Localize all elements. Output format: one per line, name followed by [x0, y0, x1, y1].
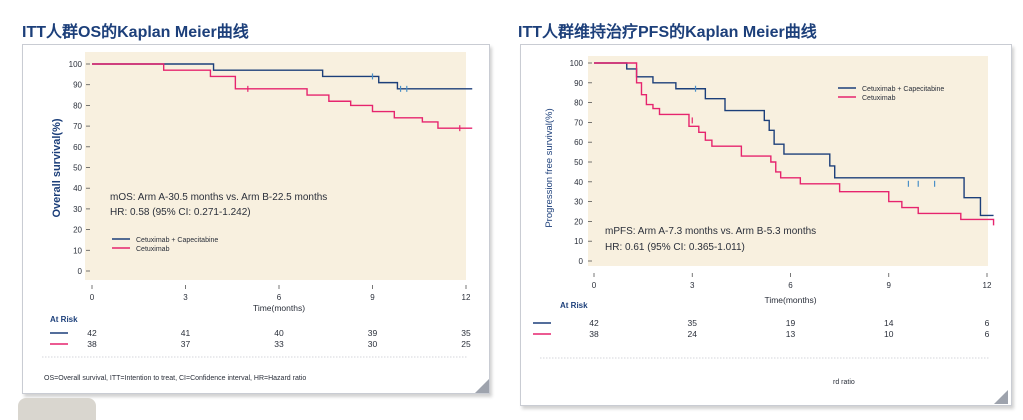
at-risk-value: 35 — [688, 318, 698, 328]
x-tick-label: 0 — [90, 293, 95, 302]
at-risk-value: 35 — [461, 328, 471, 338]
x-tick-label: 6 — [788, 281, 793, 290]
right-chart-heading: ITT人群维持治疗PFS的Kaplan Meier曲线 — [518, 24, 817, 41]
y-tick-label: 90 — [73, 81, 82, 90]
legend-label: Cetuximab + Capecitabine — [862, 86, 944, 93]
stat-annotation: mPFS: Arm A-7.3 months vs. Arm B-5.3 mon… — [605, 226, 816, 237]
y-tick-label: 0 — [78, 267, 83, 276]
stat-annotation: mOS: Arm A-30.5 months vs. Arm B-22.5 mo… — [110, 192, 327, 203]
x-tick-label: 3 — [183, 293, 188, 302]
footnote: rd ratio — [833, 379, 855, 386]
at-risk-value: 42 — [87, 328, 97, 338]
stat-annotation: HR: 0.61 (95% CI: 0.365-1.011) — [605, 242, 745, 253]
x-tick-label: 9 — [370, 293, 375, 302]
at-risk-value: 38 — [87, 339, 97, 349]
y-tick-label: 80 — [574, 99, 583, 108]
x-tick-label: 3 — [690, 281, 695, 290]
y-tick-label: 50 — [73, 164, 82, 173]
y-tick-label: 0 — [579, 257, 584, 266]
km-curve-arm-b — [594, 62, 995, 226]
at-risk-value: 41 — [181, 328, 191, 338]
y-tick-label: 60 — [574, 138, 583, 147]
y-tick-label: 100 — [69, 60, 83, 69]
at-risk-value: 38 — [589, 329, 599, 339]
at-risk-value: 6 — [985, 329, 990, 339]
at-risk-value: 37 — [181, 339, 191, 349]
at-risk-value: 42 — [589, 318, 599, 328]
km-curve-arm-b — [92, 63, 473, 129]
y-axis-title: Progression free survival(%) — [544, 108, 555, 227]
at-risk-title: At Risk — [50, 315, 78, 324]
at-risk-value: 10 — [884, 329, 894, 339]
left-chart-heading: ITT人群OS的Kaplan Meier曲线 — [22, 24, 249, 41]
legend-label: Cetuximab + Capecitabine — [136, 237, 218, 244]
y-tick-label: 20 — [574, 217, 583, 226]
y-tick-label: 90 — [574, 79, 583, 88]
y-tick-label: 10 — [574, 237, 583, 246]
km-curve-arm-a — [92, 63, 473, 90]
y-tick-label: 70 — [574, 118, 583, 127]
y-tick-label: 20 — [73, 226, 82, 235]
legend-label: Cetuximab — [862, 95, 896, 102]
stat-annotation: HR: 0.58 (95% CI: 0.271-1.242) — [110, 207, 251, 218]
at-risk-value: 6 — [985, 318, 990, 328]
at-risk-value: 40 — [274, 328, 284, 338]
x-tick-label: 6 — [277, 293, 282, 302]
at-risk-value: 13 — [786, 329, 796, 339]
x-axis-title: Time(months) — [253, 303, 305, 313]
footnote: OS=Overall survival, ITT=Intention to tr… — [44, 375, 306, 382]
page-curl-decoration — [475, 379, 489, 393]
x-tick-label: 12 — [983, 281, 992, 290]
y-axis-title: Overall survival(%) — [51, 118, 63, 217]
y-tick-label: 40 — [574, 178, 583, 187]
y-tick-label: 60 — [73, 143, 82, 152]
y-tick-label: 10 — [73, 246, 82, 255]
x-axis-title: Time(months) — [764, 295, 816, 305]
stamp-decoration — [18, 398, 96, 420]
x-tick-label: 12 — [462, 293, 471, 302]
plot-background — [588, 56, 988, 266]
at-risk-value: 39 — [368, 328, 378, 338]
at-risk-value: 30 — [368, 339, 378, 349]
at-risk-value: 24 — [688, 329, 698, 339]
y-tick-label: 30 — [574, 198, 583, 207]
plot-background — [85, 52, 466, 280]
y-tick-label: 30 — [73, 205, 82, 214]
y-tick-label: 50 — [574, 158, 583, 167]
at-risk-title: At Risk — [560, 301, 588, 310]
y-tick-label: 40 — [73, 184, 82, 193]
x-tick-label: 9 — [887, 281, 892, 290]
at-risk-value: 19 — [786, 318, 796, 328]
x-tick-label: 0 — [592, 281, 597, 290]
page-curl-decoration — [994, 390, 1008, 404]
y-tick-label: 100 — [570, 59, 584, 68]
at-risk-value: 25 — [461, 339, 471, 349]
km-curve-arm-a — [594, 62, 994, 217]
at-risk-value: 14 — [884, 318, 894, 328]
at-risk-value: 33 — [274, 339, 284, 349]
y-tick-label: 70 — [73, 122, 82, 131]
legend-label: Cetuximab — [136, 246, 170, 253]
y-tick-label: 80 — [73, 101, 82, 110]
